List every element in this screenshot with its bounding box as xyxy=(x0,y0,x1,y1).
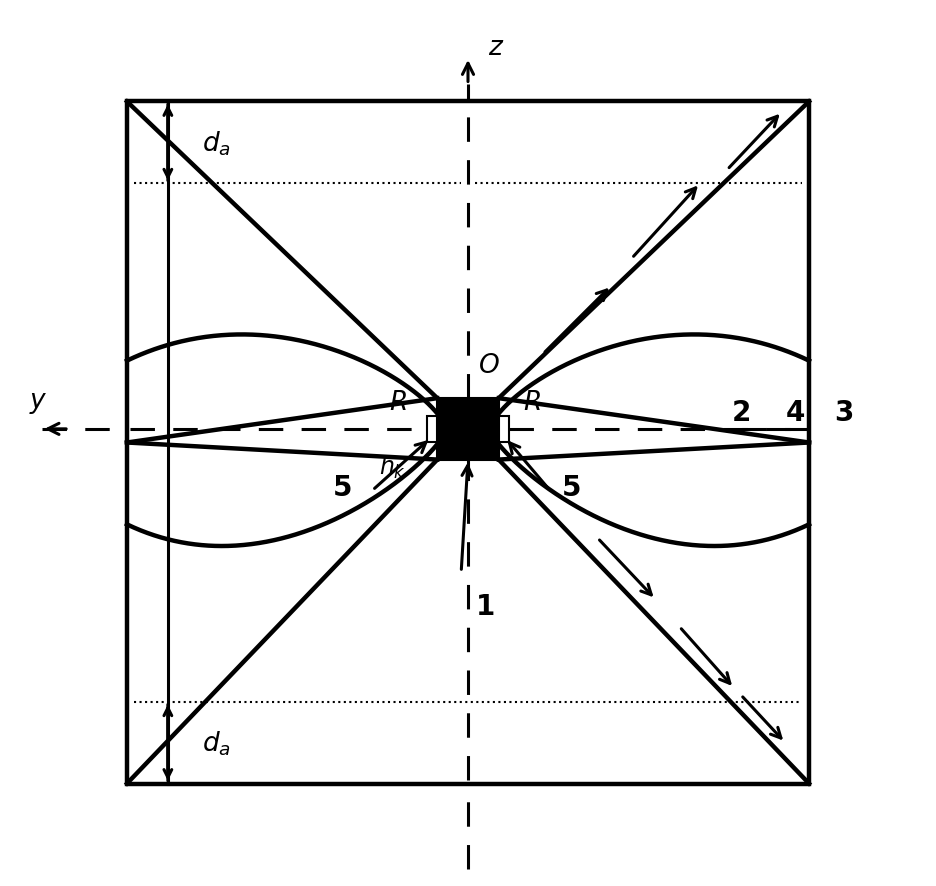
Text: $\mathbf{4}$: $\mathbf{4}$ xyxy=(785,399,806,426)
Text: $O$: $O$ xyxy=(478,353,500,378)
Text: $d_a$: $d_a$ xyxy=(202,129,231,158)
Bar xyxy=(499,416,509,442)
Text: $R$: $R$ xyxy=(388,389,406,416)
Text: $d_a$: $d_a$ xyxy=(202,728,231,757)
Text: $\mathbf{5}$: $\mathbf{5}$ xyxy=(332,473,352,501)
Text: $\mathbf{1}$: $\mathbf{1}$ xyxy=(475,593,495,620)
Text: $\mathbf{2}$: $\mathbf{2}$ xyxy=(731,399,751,426)
Bar xyxy=(427,416,437,442)
Bar xyxy=(437,399,499,460)
Text: $y$: $y$ xyxy=(29,389,48,416)
Text: $\mathbf{3}$: $\mathbf{3}$ xyxy=(834,399,853,426)
Text: $z$: $z$ xyxy=(489,35,505,61)
Text: $R$: $R$ xyxy=(522,389,540,416)
Text: $h_k$: $h_k$ xyxy=(379,454,406,480)
Text: $\mathbf{5}$: $\mathbf{5}$ xyxy=(561,473,580,501)
